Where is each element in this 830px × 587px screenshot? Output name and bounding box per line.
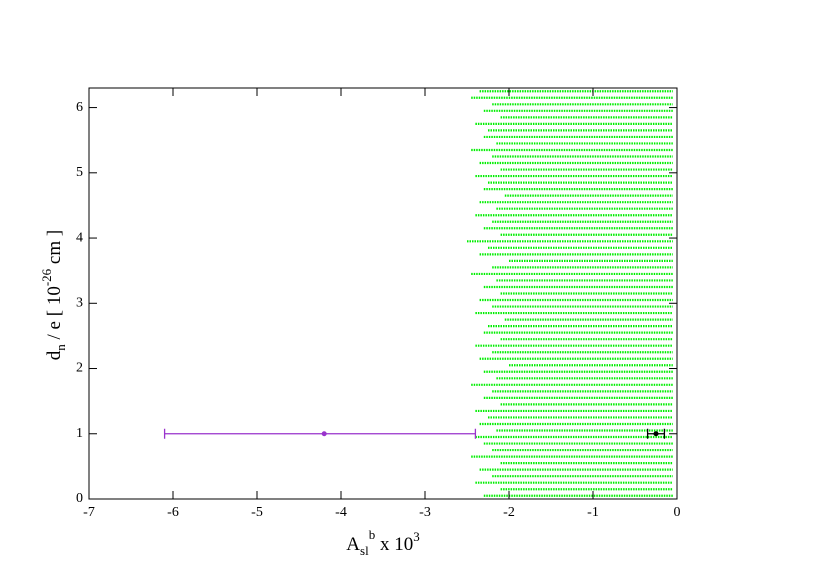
x-tick-label: -1 [587, 505, 599, 520]
x-tick-label: -5 [251, 505, 263, 520]
x-tick-label: 0 [674, 505, 681, 520]
x-tick-label: -6 [167, 505, 179, 520]
y-tick-label: 2 [76, 361, 83, 376]
y-axis-label: dn / e [ 10-26 cm ] [39, 230, 68, 360]
plot-frame [88, 87, 678, 500]
x-axis-label: Aslb x 103 [346, 527, 419, 558]
point [321, 431, 327, 437]
y-tick-label: 5 [76, 165, 83, 180]
y-tick-label: 4 [76, 230, 83, 245]
point [653, 431, 659, 437]
x-tick-label: -4 [335, 505, 347, 520]
y-tick-label: 1 [76, 426, 83, 441]
error-bar [163, 428, 477, 439]
y-tick-label: 3 [76, 296, 83, 311]
x-tick-label: -2 [503, 505, 515, 520]
x-tick-label: -7 [83, 505, 95, 520]
y-tick-label: 0 [76, 491, 83, 506]
y-tick-label: 6 [76, 100, 83, 115]
x-tick-label: -3 [419, 505, 431, 520]
